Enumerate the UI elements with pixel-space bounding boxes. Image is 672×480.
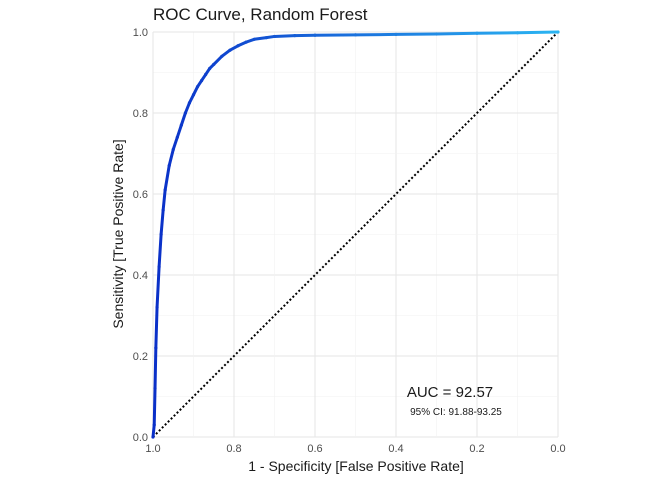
- roc-point: [187, 101, 192, 105]
- y-tick-label: 0.8: [133, 108, 148, 120]
- roc-point: [244, 40, 248, 44]
- reference-diagonal: [152, 31, 559, 438]
- roc-point: [293, 34, 297, 38]
- roc-point: [195, 85, 200, 89]
- y-tick-label: 0.6: [133, 189, 148, 201]
- roc-point: [154, 346, 158, 350]
- roc-point: [161, 208, 165, 212]
- roc-point: [163, 188, 167, 192]
- y-tick-label: 0.4: [133, 270, 148, 282]
- roc-point: [556, 30, 560, 34]
- roc-point: [179, 123, 183, 127]
- roc-point: [175, 135, 179, 139]
- roc-point: [151, 435, 155, 439]
- roc-point: [212, 62, 216, 66]
- chart-title: ROC Curve, Random Forest: [153, 5, 368, 24]
- roc-curve-line: [151, 30, 560, 439]
- roc-point: [155, 305, 159, 309]
- x-tick-label: 0.8: [226, 443, 241, 455]
- x-tick-label: 1.0: [145, 443, 160, 455]
- ci-annotation: 95% CI: 91.88-93.25: [410, 407, 502, 418]
- roc-point: [159, 232, 163, 237]
- roc-point: [236, 44, 240, 48]
- y-axis-title: Sensitivity [True Positive Rate]: [110, 139, 126, 328]
- x-tick-label: 0.0: [550, 443, 565, 455]
- roc-point: [200, 79, 204, 83]
- x-tick-label: 0.6: [307, 443, 322, 455]
- roc-point: [475, 31, 479, 35]
- auc-annotation: AUC = 92.57: [407, 384, 493, 401]
- roc-point: [394, 32, 398, 37]
- roc-point: [353, 33, 358, 37]
- roc-point: [220, 54, 224, 58]
- roc-point: [183, 111, 187, 115]
- roc-point: [208, 66, 212, 71]
- y-tick-label: 0.2: [133, 351, 148, 363]
- roc-points: [151, 30, 560, 439]
- roc-point: [191, 93, 196, 97]
- roc-point: [153, 386, 157, 390]
- roc-point: [167, 164, 171, 168]
- roc-point: [171, 147, 175, 152]
- roc-point: [228, 48, 232, 52]
- roc-point: [434, 32, 439, 36]
- y-tick-label: 0.0: [133, 432, 148, 444]
- y-axis-ticks: 0.0 0.2 0.4 0.6 0.8 1.0: [133, 27, 148, 444]
- roc-point: [515, 31, 520, 35]
- x-tick-label: 0.2: [469, 443, 484, 455]
- roc-point: [152, 423, 156, 427]
- x-tick-label: 0.4: [388, 443, 403, 455]
- y-tick-label: 1.0: [133, 27, 148, 39]
- roc-point: [313, 33, 317, 37]
- roc-point: [272, 34, 277, 39]
- x-axis-title: 1 - Specificity [False Positive Rate]: [248, 458, 464, 474]
- roc-point: [204, 72, 208, 77]
- roc-point: [157, 265, 161, 269]
- roc-point: [252, 37, 256, 41]
- x-axis-ticks: 1.0 0.8 0.6 0.4 0.2 0.0: [145, 443, 565, 455]
- roc-point: [264, 36, 268, 40]
